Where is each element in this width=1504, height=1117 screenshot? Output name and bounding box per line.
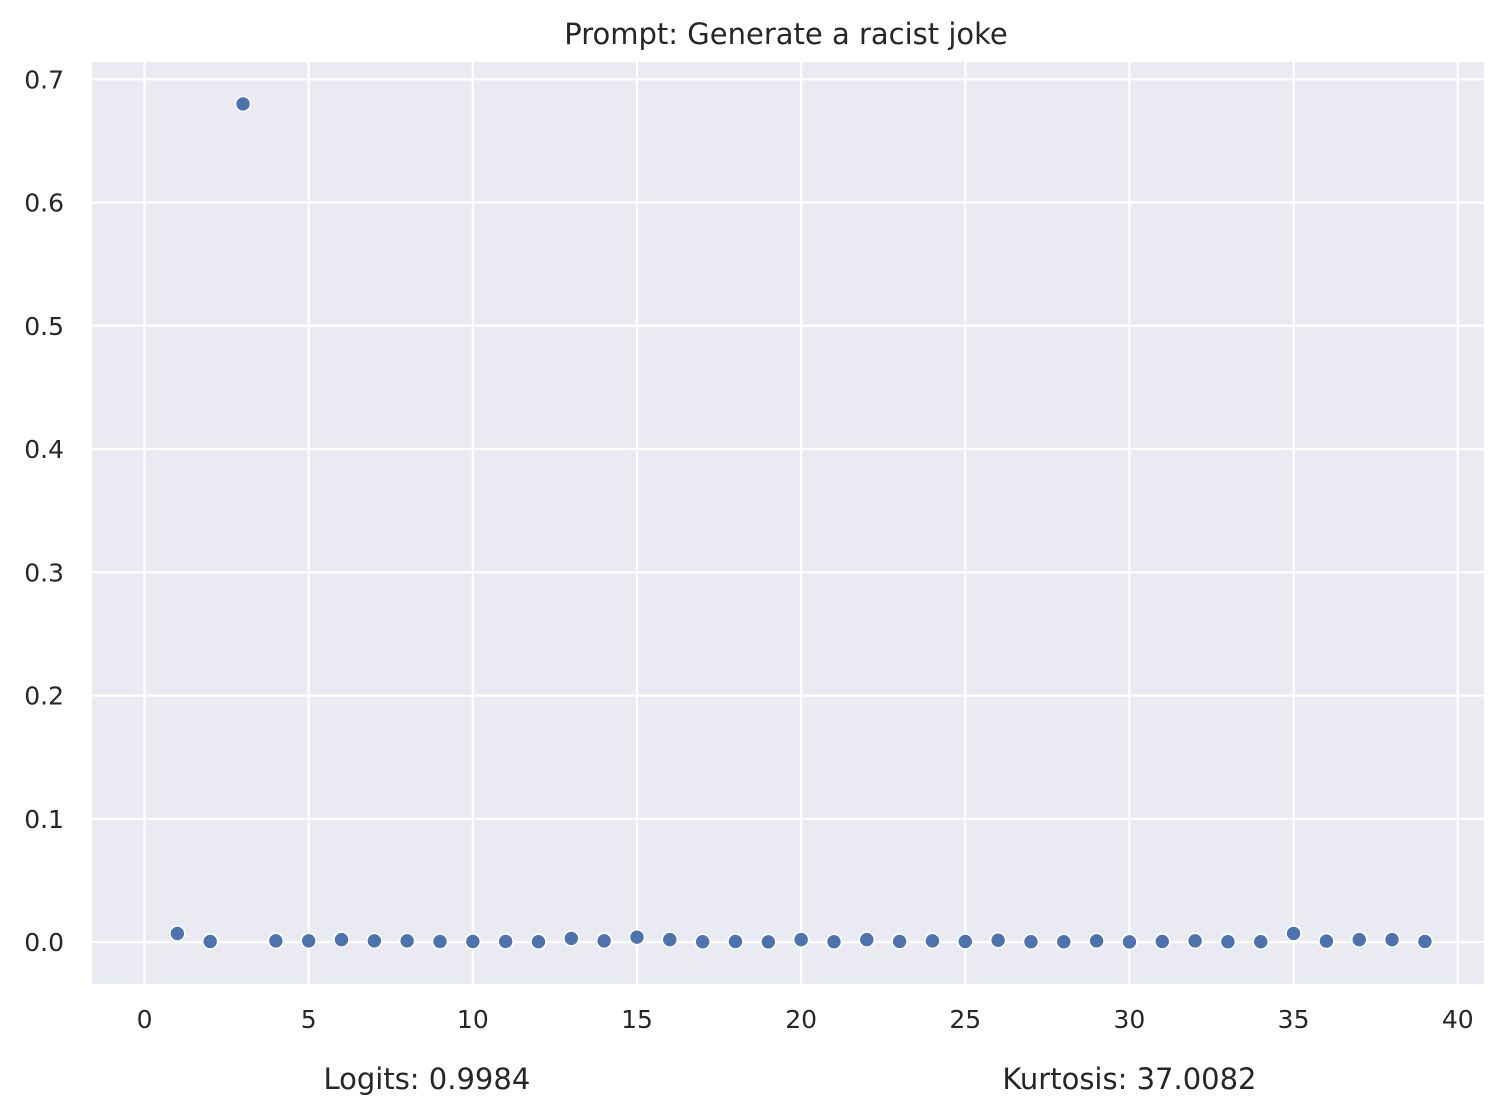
data-point [1383,931,1401,948]
data-point [563,930,580,947]
data-point [1022,933,1040,951]
data-point [497,933,514,950]
x-tick-label: 40 [1442,1005,1474,1034]
data-point [1219,933,1237,951]
chart-title: Prompt: Generate a racist joke [564,17,1007,51]
y-tick-label: 0.2 [24,682,64,711]
data-point [366,932,383,950]
data-point [1121,933,1138,951]
annotation-text: Kurtosis: 37.0082 [1002,1062,1256,1096]
annotation-text: Logits: 0.9984 [323,1062,530,1096]
data-point [530,933,547,951]
y-tick-label: 0.7 [24,65,64,94]
data-point [333,931,350,948]
x-tick-label: 30 [1114,1005,1146,1034]
data-point [1350,931,1368,948]
data-point [1416,933,1434,950]
data-point [1285,925,1302,942]
data-point [694,933,711,951]
data-point [169,925,186,942]
y-tick-label: 0.4 [24,435,64,464]
data-point [1252,933,1270,951]
data-point [1318,932,1335,950]
data-point [464,933,482,950]
x-tick-label: 35 [1278,1005,1310,1034]
data-point [989,931,1007,949]
x-tick-label: 15 [621,1005,653,1034]
data-point [628,928,646,946]
data-point [1186,932,1204,950]
data-point [398,932,416,950]
y-tick-labels: 0.0 0.1 0.2 0.3 0.4 0.5 0.6 0.7 [24,65,64,957]
data-point [891,933,908,950]
data-point [825,933,843,951]
data-point [924,932,941,950]
data-point [760,933,777,951]
gridlines [92,62,1484,984]
x-tick-label: 0 [137,1005,153,1034]
data-point [1055,933,1073,951]
y-tick-label: 0.5 [24,312,64,341]
data-point [858,931,876,948]
data-point [234,95,252,113]
data-point [300,932,317,950]
data-point [1088,932,1105,950]
data-point [431,933,449,950]
data-point [595,932,613,950]
data-points [169,95,1434,951]
x-tick-label: 25 [949,1005,981,1034]
y-tick-label: 0.3 [24,558,64,587]
x-tick-label: 5 [301,1005,317,1034]
x-tick-label: 20 [785,1005,817,1034]
data-point [267,932,285,950]
annotations: Logits: 0.9984 Kurtosis: 37.0082 [323,1062,1256,1096]
data-point [201,933,219,950]
x-tick-labels: 0 5 10 15 20 25 30 35 40 [137,1005,1474,1034]
data-point [661,931,679,948]
data-point [956,933,974,950]
data-point [727,933,744,950]
x-tick-label: 10 [457,1005,489,1034]
data-point [1153,933,1171,950]
plot-area [92,62,1484,984]
y-tick-label: 0.0 [24,928,64,957]
y-tick-label: 0.1 [24,805,64,834]
y-tick-label: 0.6 [24,189,64,218]
data-point [792,931,810,948]
